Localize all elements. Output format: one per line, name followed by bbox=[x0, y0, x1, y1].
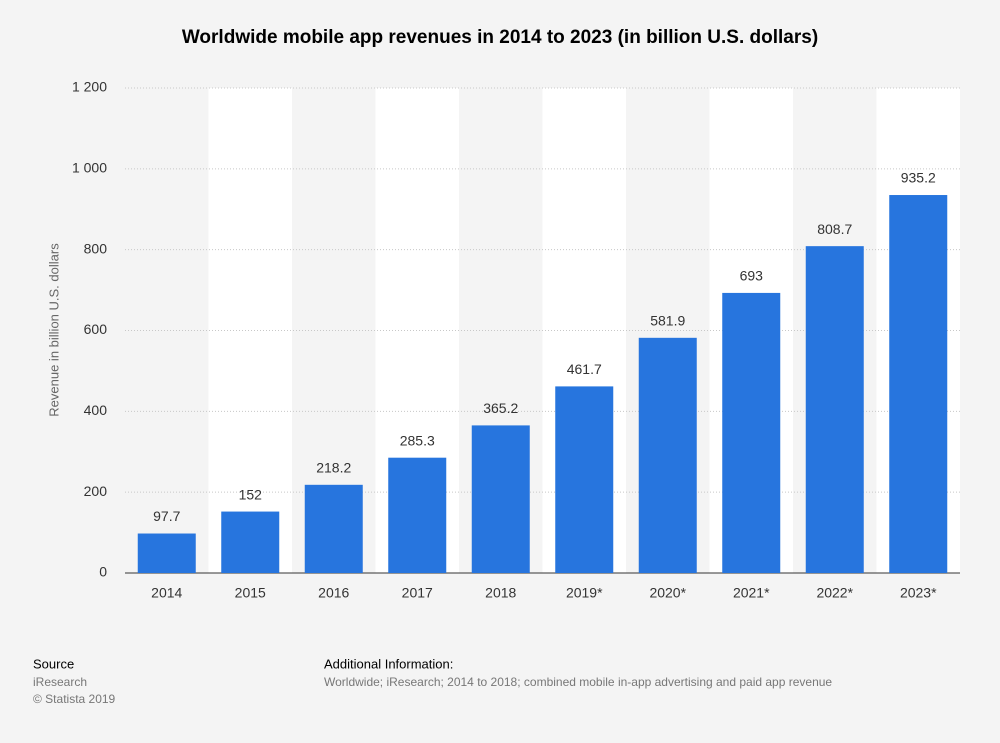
value-label: 935.2 bbox=[901, 170, 936, 186]
x-tick-label: 2020* bbox=[649, 585, 686, 601]
bar bbox=[889, 195, 948, 574]
value-label: 218.2 bbox=[316, 460, 351, 476]
y-tick-label: 1 000 bbox=[72, 160, 107, 176]
value-label: 365.2 bbox=[483, 400, 518, 416]
x-tick-label: 2021* bbox=[733, 585, 770, 601]
value-label: 285.3 bbox=[400, 432, 435, 448]
value-label: 97.7 bbox=[153, 508, 180, 524]
value-label: 808.7 bbox=[817, 221, 852, 237]
bar bbox=[137, 533, 196, 573]
bar bbox=[722, 292, 781, 573]
source-heading: Source bbox=[33, 656, 74, 671]
bar bbox=[805, 246, 864, 573]
info-heading: Additional Information: bbox=[324, 656, 453, 671]
x-tick-label: 2018 bbox=[485, 585, 516, 601]
x-tick-label: 2014 bbox=[151, 585, 182, 601]
value-label: 152 bbox=[239, 486, 263, 502]
bar bbox=[471, 425, 530, 573]
source: iResearch bbox=[33, 675, 87, 689]
y-tick-label: 0 bbox=[99, 564, 107, 580]
y-tick-label: 400 bbox=[84, 402, 108, 418]
copyright: © Statista 2019 bbox=[33, 692, 116, 706]
y-tick-label: 1 200 bbox=[72, 79, 107, 95]
y-axis-label: Revenue in billion U.S. dollars bbox=[46, 243, 61, 417]
y-tick-label: 800 bbox=[84, 240, 108, 256]
bar bbox=[221, 511, 280, 573]
x-tick-label: 2017 bbox=[402, 585, 433, 601]
y-tick-label: 200 bbox=[84, 483, 108, 499]
y-tick-label: 600 bbox=[84, 321, 108, 337]
value-label: 581.9 bbox=[650, 313, 685, 329]
x-tick-label: 2022* bbox=[816, 585, 853, 601]
x-tick-label: 2019* bbox=[566, 585, 603, 601]
chart-title: Worldwide mobile app revenues in 2014 to… bbox=[182, 27, 818, 48]
bar bbox=[388, 457, 447, 573]
value-label: 461.7 bbox=[567, 361, 602, 377]
bar bbox=[304, 484, 363, 573]
x-tick-label: 2016 bbox=[318, 585, 349, 601]
value-label: 693 bbox=[740, 268, 764, 284]
bar bbox=[638, 337, 697, 573]
x-tick-label: 2015 bbox=[235, 585, 266, 601]
bar bbox=[555, 386, 614, 573]
info: Worldwide; iResearch; 2014 to 2018; comb… bbox=[324, 675, 832, 689]
x-tick-label: 2023* bbox=[900, 585, 937, 601]
